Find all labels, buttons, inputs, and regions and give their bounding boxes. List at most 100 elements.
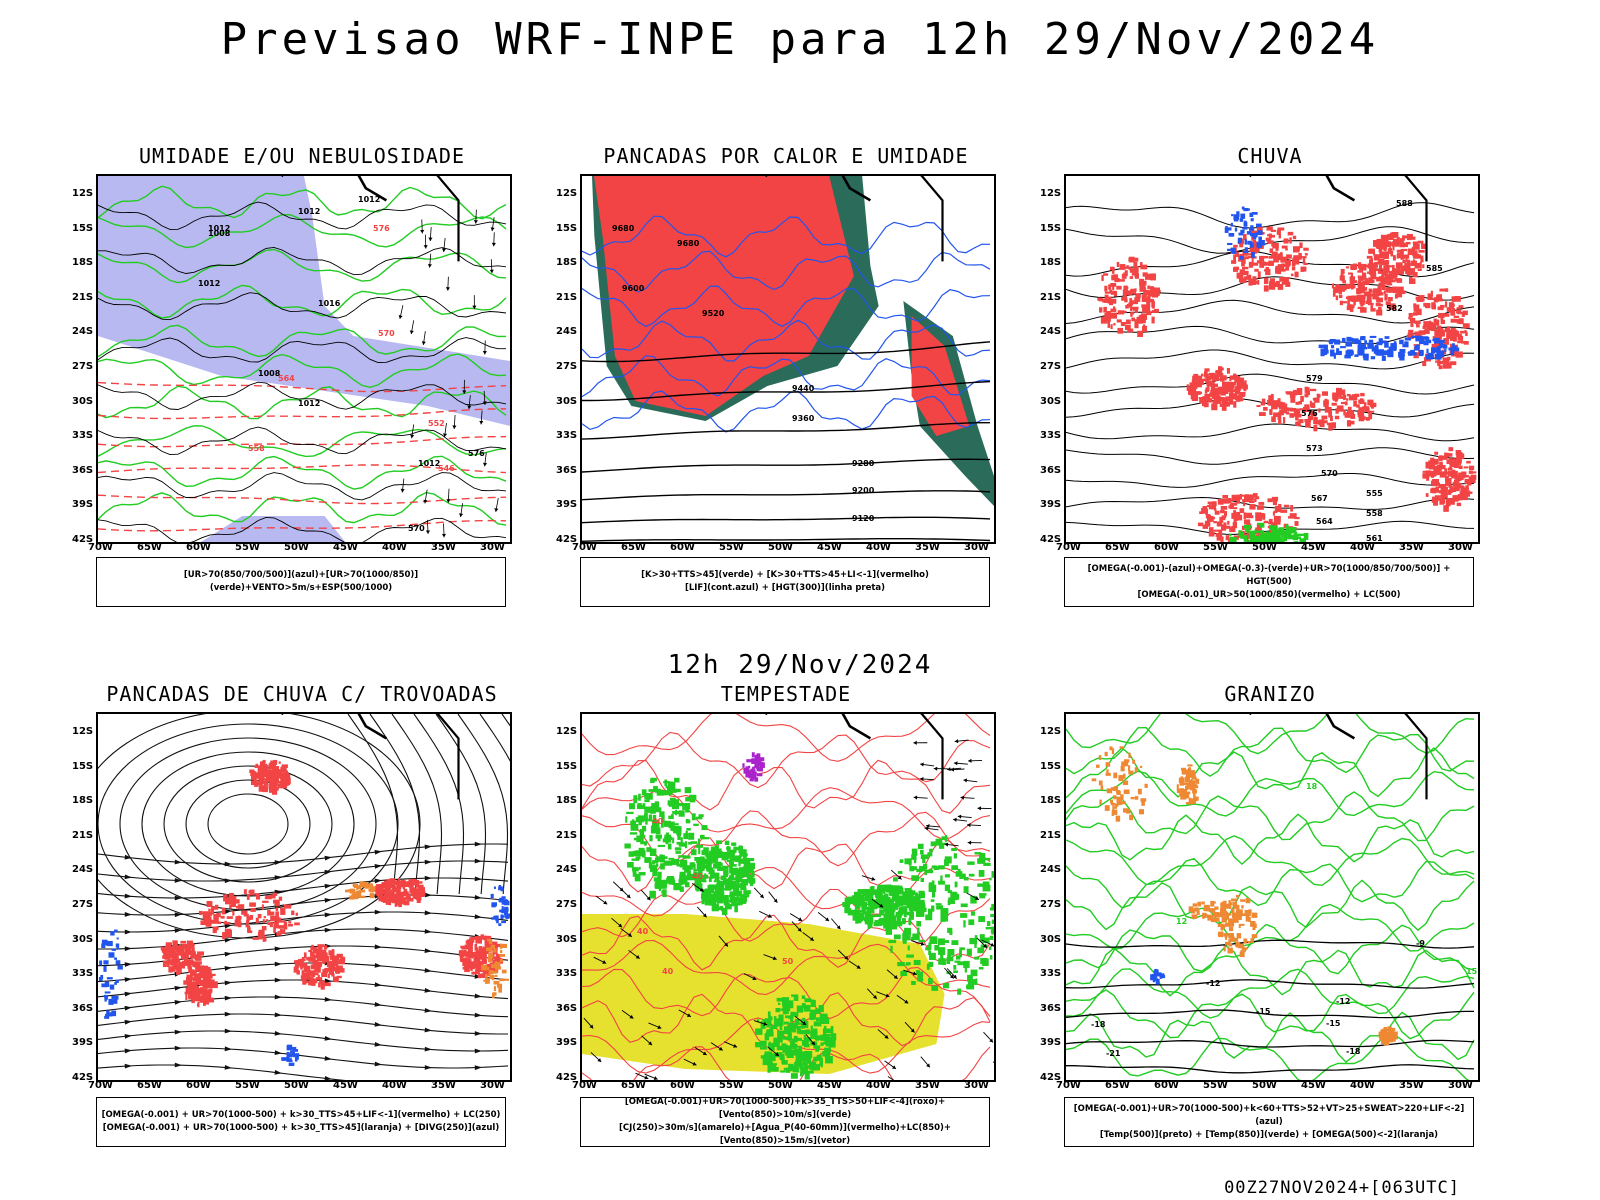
contour-label: 576 xyxy=(373,224,390,233)
lon-tick-label: 45W xyxy=(1301,1080,1326,1091)
lat-tick-label: 42S xyxy=(556,1072,578,1083)
contour-label: 579 xyxy=(1306,374,1323,383)
contour-label: 1012 xyxy=(198,279,220,288)
lat-tick-label: 39S xyxy=(1040,499,1062,511)
legend-line: [OMEGA(-0.001) + UR>70(1000-500) + k>30_… xyxy=(101,1110,501,1120)
lon-tick-label: 50W xyxy=(284,1080,309,1091)
contour-label: 9200 xyxy=(852,486,875,495)
contour-label: 567 xyxy=(1311,494,1328,503)
lon-tick-label: 45W xyxy=(817,1080,842,1091)
contour-label: 552 xyxy=(428,419,445,428)
contour-label: 558 xyxy=(248,444,265,453)
contour-label: -12 xyxy=(1336,997,1350,1006)
lat-tick-label: 42S xyxy=(1040,1072,1062,1083)
lat-tick-label: 30S xyxy=(1040,933,1062,945)
panel-title: GRANIZO xyxy=(1224,682,1316,706)
lon-tick-label: 60W xyxy=(186,542,211,553)
lat-tick-label: 15S xyxy=(1040,760,1062,772)
contour-label: 555 xyxy=(1366,489,1383,498)
legend-line: [LIF](cont.azul) + [HGT(300)](linha pret… xyxy=(684,583,886,593)
lat-tick-label: 33S xyxy=(1040,430,1062,442)
lat-tick-label: 33S xyxy=(72,430,94,442)
contour-label: 1012 xyxy=(418,459,440,468)
contour-label: 50 xyxy=(782,957,794,966)
legend-box: [OMEGA(-0.001)+UR>70(1000-500)+k>35_TTS>… xyxy=(580,1097,990,1147)
lon-tick-label: 30W xyxy=(1448,542,1473,553)
contour-label: 9120 xyxy=(852,514,875,523)
lon-tick-label: 30W xyxy=(964,1080,989,1091)
legend-box: [UR>70(850/700/500)](azul)+[UR>70(1000/8… xyxy=(96,557,506,607)
lat-tick-label: 12S xyxy=(72,188,94,199)
contour-label: -15 xyxy=(1326,1019,1341,1028)
lon-tick-label: 65W xyxy=(621,1080,646,1091)
lon-tick-label: 55W xyxy=(235,542,260,553)
contour-label: 570 xyxy=(378,329,395,338)
legend-line: [OMEGA(-0.001)-(azul)+OMEGA(-0.3)-(verde… xyxy=(1087,563,1451,587)
map-canvas: 40 40 40 50 40 xyxy=(582,714,994,1080)
contour-label: 15 xyxy=(1466,967,1478,976)
lat-tick-label: 42S xyxy=(72,534,94,545)
map-canvas xyxy=(98,714,510,1080)
contour-label: 570 xyxy=(408,524,425,533)
lat-tick-label: 18S xyxy=(556,795,578,807)
lon-tick-label: 45W xyxy=(333,542,358,553)
contour-label: 40 xyxy=(662,967,674,976)
lat-tick-label: 18S xyxy=(1040,257,1062,269)
panel-title: UMIDADE E/OU NEBULOSIDADE xyxy=(138,144,466,168)
legend-line: [OMEGA(-0.001)+UR>70(1000-500)+k<60+TTS>… xyxy=(1073,1103,1465,1127)
lon-tick-label: 50W xyxy=(1252,1080,1277,1091)
lat-tick-label: 15S xyxy=(1040,222,1062,234)
lat-tick-label: 12S xyxy=(1040,726,1062,737)
lon-tick-label: 50W xyxy=(284,542,309,553)
lat-tick-label: 24S xyxy=(556,326,578,338)
forecast-map: 1012 1012 1012 1008 1016 1012 1008 1012 1012 576 5… xyxy=(96,174,512,544)
lon-tick-label: 50W xyxy=(768,1080,793,1091)
legend-box: [OMEGA(-0.001) + UR>70(1000-500) + k>30_… xyxy=(96,1097,506,1147)
contour-label: 9520 xyxy=(702,309,725,318)
lat-tick-label: 24S xyxy=(1040,864,1062,876)
contour-label: 9680 xyxy=(677,239,700,248)
legend-box: [OMEGA(-0.001)+UR>70(1000-500)+k<60+TTS>… xyxy=(1064,1097,1474,1147)
lat-tick-label: 30S xyxy=(72,933,94,945)
lat-tick-label: 21S xyxy=(72,829,94,841)
lat-tick-label: 36S xyxy=(1040,464,1062,476)
map-canvas: 9680 9680 9600 9520 9440 9360 9280 9200 9120 xyxy=(582,176,994,542)
lat-tick-label: 42S xyxy=(556,534,578,545)
row-subtitle: 12h 29/Nov/2024 xyxy=(667,650,933,680)
lon-tick-label: 60W xyxy=(1154,542,1179,553)
lat-tick-label: 33S xyxy=(72,968,94,980)
lon-tick-label: 30W xyxy=(964,542,989,553)
lat-tick-label: 30S xyxy=(556,933,578,945)
contour-label: 546 xyxy=(438,464,455,473)
contour-label: 564 xyxy=(1316,517,1333,526)
contour-label: -9 xyxy=(1416,939,1425,948)
legend-line: [Temp(500)](preto) + [Temp(850)](verde) … xyxy=(1099,1129,1439,1140)
lon-tick-label: 65W xyxy=(137,542,162,553)
lat-tick-label: 24S xyxy=(72,326,94,338)
contour-label: 558 xyxy=(1366,509,1383,518)
contour-label: 1016 xyxy=(318,299,341,308)
lat-tick-label: 12S xyxy=(556,188,578,199)
lat-tick-label: 18S xyxy=(1040,795,1062,807)
lon-tick-label: 70W xyxy=(88,1080,113,1091)
lat-tick-label: 36S xyxy=(556,464,578,476)
forecast-map xyxy=(96,712,512,1082)
lon-tick-label: 65W xyxy=(137,1080,162,1091)
lat-tick-label: 15S xyxy=(556,222,578,234)
contour-label: -12 xyxy=(1206,979,1220,988)
lat-tick-label: 39S xyxy=(1040,1037,1062,1049)
lon-tick-label: 45W xyxy=(1301,542,1326,553)
lat-tick-label: 12S xyxy=(556,726,578,737)
contour-label: 18 xyxy=(1306,782,1318,791)
lat-tick-label: 15S xyxy=(72,222,94,234)
map-canvas: 1012101210121008101610121008101210125765… xyxy=(98,176,510,542)
lat-tick-label: 18S xyxy=(72,257,94,269)
lon-tick-label: 45W xyxy=(817,542,842,553)
run-footer: 00Z27NOV2024+[063UTC] xyxy=(1224,1178,1460,1198)
lat-tick-label: 33S xyxy=(1040,968,1062,980)
lon-tick-label: 35W xyxy=(915,542,940,553)
lat-tick-label: 30S xyxy=(556,395,578,407)
main-title: Previsao WRF-INPE para 12h 29/Nov/2024 xyxy=(220,14,1380,65)
lon-tick-label: 40W xyxy=(382,542,407,553)
contour-label: 561 xyxy=(1366,534,1383,542)
